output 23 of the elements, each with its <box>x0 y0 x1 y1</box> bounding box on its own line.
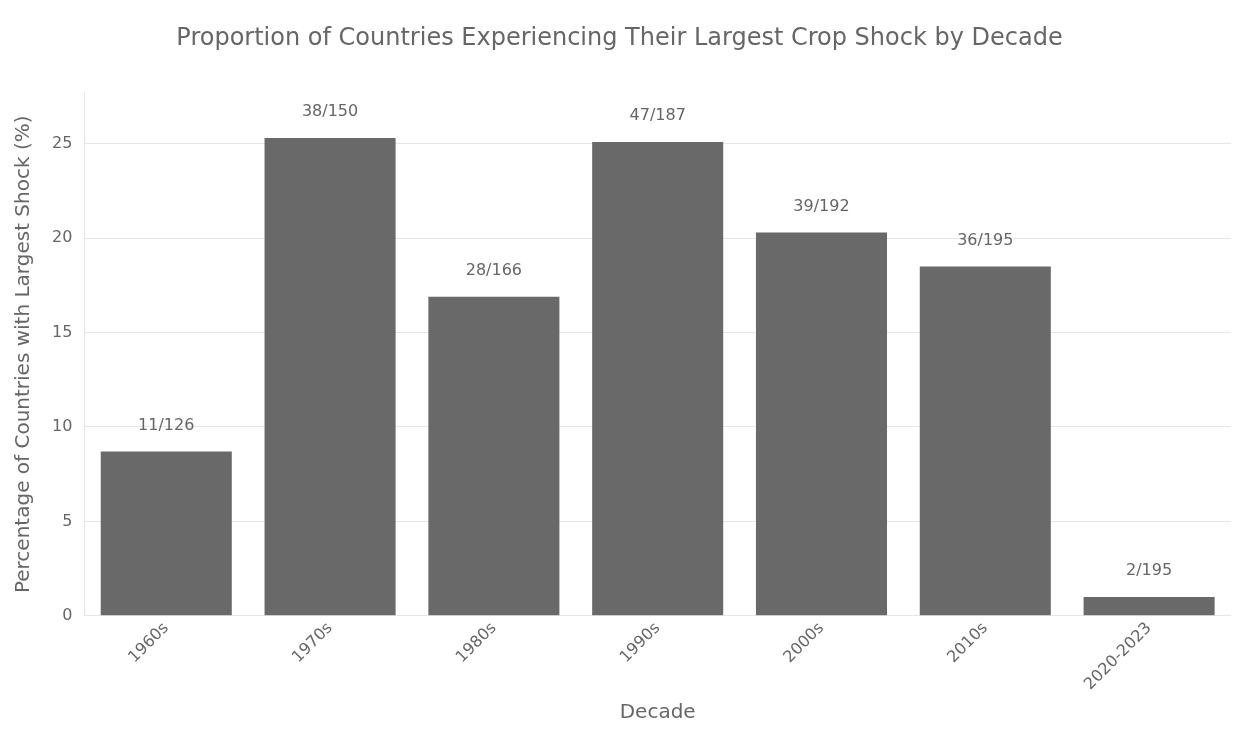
bar <box>1083 596 1215 616</box>
y-tick-label: 10 <box>52 416 73 436</box>
bar <box>919 266 1051 616</box>
data-label: 47/187 <box>629 105 686 125</box>
data-label: 28/166 <box>465 259 523 279</box>
x-axis-title: Decade <box>619 699 696 724</box>
data-label: 39/192 <box>793 195 850 215</box>
y-tick-label: 20 <box>52 227 73 247</box>
bar <box>592 141 724 616</box>
y-tick-label: 25 <box>52 132 73 152</box>
chart-title: Proportion of Countries Experiencing Their Largest Crop Shock by Decade <box>176 22 1063 51</box>
bar <box>100 451 232 616</box>
y-tick-label: 5 <box>62 510 73 530</box>
y-tick-label: 0 <box>62 604 73 624</box>
data-label: 36/195 <box>957 229 1014 249</box>
y-tick-label: 15 <box>52 321 73 341</box>
y-axis-title: Percentage of Countries with Largest Shock (%) <box>10 115 35 594</box>
bar <box>264 138 396 616</box>
data-label: 38/150 <box>301 101 359 121</box>
data-label: 2/195 <box>1126 560 1173 580</box>
bar <box>428 296 560 616</box>
bar <box>755 232 888 616</box>
data-label: 11/126 <box>138 414 195 434</box>
